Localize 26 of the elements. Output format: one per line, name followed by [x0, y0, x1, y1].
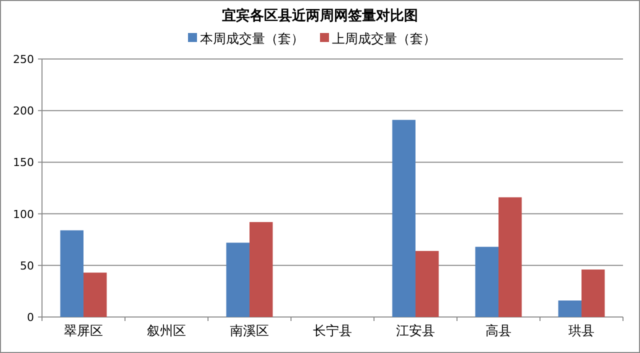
y-tick-label: 150	[13, 156, 34, 170]
bar	[250, 222, 273, 317]
y-tick-label: 100	[13, 208, 34, 221]
bar	[582, 270, 605, 317]
y-tick-label: 50	[20, 259, 34, 272]
x-tick-label: 高县	[486, 323, 512, 339]
bar	[475, 246, 498, 317]
x-tick-label: 珙县	[568, 324, 594, 339]
bar	[498, 197, 522, 317]
bar	[60, 230, 84, 317]
y-tick-label: 200	[13, 104, 34, 118]
bar	[84, 272, 107, 317]
bar	[226, 242, 250, 317]
bar	[392, 120, 416, 317]
x-tick-label: 南溪区	[230, 324, 269, 339]
x-tick-label: 江安县	[396, 323, 435, 339]
y-tick-label: 250	[13, 53, 34, 66]
y-tick-label: 0	[27, 311, 34, 324]
bar	[416, 250, 439, 317]
bar	[558, 300, 582, 317]
legend-label: 上周成交量（套）	[332, 31, 436, 47]
x-tick-label: 翠屏区	[64, 324, 103, 339]
chart-title: 宜宾各区县近两周网签量对比图	[222, 7, 418, 24]
x-tick-label: 叙州区	[147, 324, 186, 339]
legend-label: 本周成交量（套）	[200, 31, 304, 47]
x-tick-label: 长宁县	[313, 323, 352, 339]
